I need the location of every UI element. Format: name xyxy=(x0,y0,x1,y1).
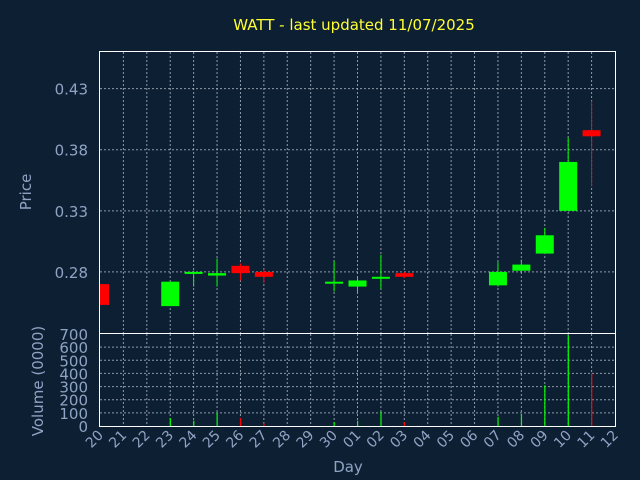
candle-body xyxy=(325,281,344,284)
candle-body xyxy=(582,130,601,137)
volume-bar xyxy=(403,422,406,426)
x-tick-label: 07 xyxy=(481,428,505,452)
x-tick-label: 06 xyxy=(457,427,481,451)
candle-body xyxy=(488,271,507,286)
candle-body xyxy=(161,281,180,307)
x-tick-label: 03 xyxy=(387,428,411,452)
price-tick-label: 0.43 xyxy=(55,81,88,99)
x-tick-label: 23 xyxy=(153,428,177,452)
volume-tick-label: 300 xyxy=(59,379,88,397)
volume-bar xyxy=(591,373,593,426)
volume-bar xyxy=(169,418,171,426)
price-tick-label: 0.33 xyxy=(55,203,88,221)
x-tick-label: 25 xyxy=(200,428,224,452)
x-tick-label: 08 xyxy=(504,428,528,452)
x-tick-label: 28 xyxy=(270,428,294,452)
volume-axis-label: Volume (0000) xyxy=(29,326,47,436)
x-tick-label: 29 xyxy=(294,428,318,452)
candle-body xyxy=(254,271,273,277)
x-tick-label: 04 xyxy=(411,427,435,451)
candle-body xyxy=(231,265,250,274)
volume-tick-label: 100 xyxy=(59,405,88,423)
volume-bar xyxy=(544,385,546,426)
volume-grid xyxy=(100,334,615,426)
x-tick-label: 05 xyxy=(434,428,458,452)
volume-bar xyxy=(193,420,195,426)
x-tick-label: 09 xyxy=(528,428,552,452)
x-tick-label: 11 xyxy=(574,428,598,452)
candle-body xyxy=(512,264,531,271)
volume-bar xyxy=(520,414,523,426)
volume-bar xyxy=(263,423,265,426)
volume-bar xyxy=(239,418,242,426)
price-tick-label: 0.38 xyxy=(55,142,88,160)
volume-bar xyxy=(567,335,569,426)
chart-title: WATT - last updated 11/07/2025 xyxy=(233,16,475,34)
volume-bar xyxy=(216,412,218,426)
volume-bar xyxy=(357,420,359,426)
candle-body xyxy=(348,280,367,287)
volume-bar xyxy=(380,411,382,426)
candle-body xyxy=(184,271,203,274)
x-tick-label: 24 xyxy=(177,427,201,451)
price-tick-label: 0.28 xyxy=(55,264,88,282)
volume-bar xyxy=(333,422,335,426)
volume-tick-label: 400 xyxy=(59,365,88,383)
x-tick-label: 30 xyxy=(317,428,341,452)
x-tick-label: 10 xyxy=(551,428,575,452)
volume-tick-label: 700 xyxy=(59,326,88,344)
x-axis-ticks: 20 21 22 23 24 25 26 27 28 29 30 01 02 03 04 05 06 07 08 09… xyxy=(83,427,622,451)
candle-body xyxy=(395,273,414,277)
price-axis-label: Price xyxy=(17,174,35,211)
x-tick-label: 26 xyxy=(223,427,247,451)
x-tick-label: 27 xyxy=(247,428,271,452)
volume-tick-label: 500 xyxy=(59,352,88,370)
candle-body xyxy=(100,284,109,305)
price-candles xyxy=(99,100,601,307)
x-tick-label: 02 xyxy=(364,428,388,452)
candle-body xyxy=(371,276,390,279)
volume-bar xyxy=(497,416,499,426)
x-tick-label: 21 xyxy=(106,428,130,452)
volume-tick-label: 200 xyxy=(59,392,88,410)
candle-body xyxy=(208,273,227,276)
x-axis-label: Day xyxy=(333,458,363,476)
candle-body xyxy=(559,161,578,211)
x-tick-label: 12 xyxy=(598,428,622,452)
candle-body xyxy=(535,235,554,254)
volume-tick-label: 0 xyxy=(78,418,88,436)
price-axis-ticks: 0.43 0.38 0.33 0.28 xyxy=(55,81,88,282)
x-tick-label: 01 xyxy=(340,428,364,452)
volume-panel-frame xyxy=(99,333,616,427)
volume-bars xyxy=(169,335,593,426)
x-tick-label: 22 xyxy=(130,428,154,452)
volume-tick-label: 600 xyxy=(59,339,88,357)
